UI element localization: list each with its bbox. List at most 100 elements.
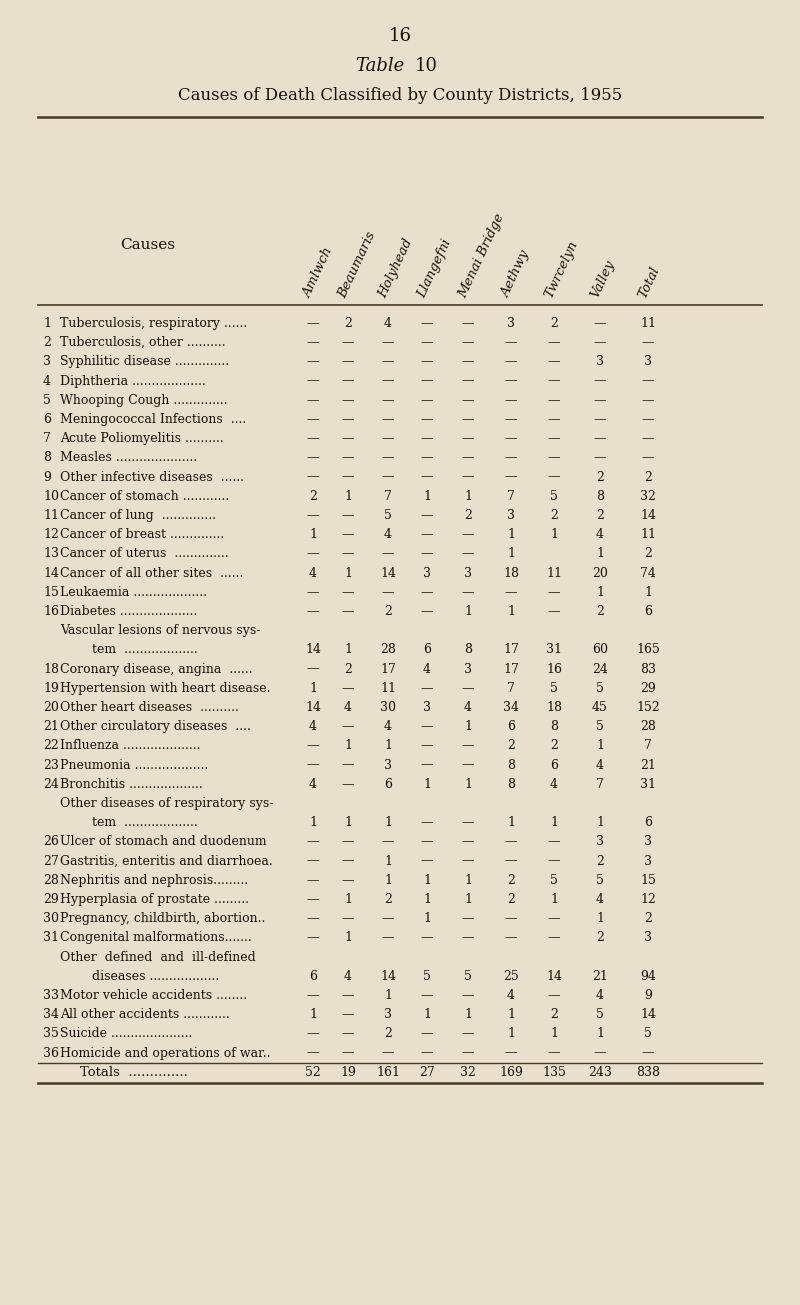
Text: —: — [505, 355, 518, 368]
Text: 19: 19 [43, 681, 59, 694]
Text: —: — [462, 394, 474, 407]
Text: Nephritis and nephrosis.........: Nephritis and nephrosis......... [60, 874, 248, 887]
Text: —: — [342, 337, 354, 350]
Text: 14: 14 [640, 509, 656, 522]
Text: 12: 12 [640, 893, 656, 906]
Text: Measles .....................: Measles ..................... [60, 452, 198, 465]
Text: 2: 2 [596, 471, 604, 484]
Text: —: — [306, 394, 319, 407]
Text: 1: 1 [464, 778, 472, 791]
Text: 45: 45 [592, 701, 608, 714]
Text: —: — [342, 681, 354, 694]
Text: —: — [306, 452, 319, 465]
Text: 161: 161 [376, 1066, 400, 1079]
Text: —: — [594, 432, 606, 445]
Text: 21: 21 [43, 720, 59, 733]
Text: —: — [462, 412, 474, 425]
Text: 5: 5 [550, 874, 558, 887]
Text: 31: 31 [43, 932, 59, 945]
Text: 1: 1 [384, 855, 392, 868]
Text: 135: 135 [542, 1066, 566, 1079]
Text: 16: 16 [389, 27, 411, 44]
Text: 1: 1 [344, 932, 352, 945]
Text: 18: 18 [546, 701, 562, 714]
Text: 3: 3 [464, 663, 472, 676]
Text: 1: 1 [596, 547, 604, 560]
Text: 14: 14 [380, 566, 396, 579]
Text: —: — [342, 432, 354, 445]
Text: —: — [342, 509, 354, 522]
Text: 4: 4 [550, 778, 558, 791]
Text: Aethwy: Aethwy [499, 249, 532, 300]
Text: 1: 1 [423, 912, 431, 925]
Text: 2: 2 [550, 740, 558, 753]
Text: —: — [548, 1047, 560, 1060]
Text: 24: 24 [43, 778, 59, 791]
Text: —: — [421, 547, 434, 560]
Text: Syphilitic disease ..............: Syphilitic disease .............. [60, 355, 229, 368]
Text: —: — [342, 394, 354, 407]
Text: 1: 1 [423, 1009, 431, 1022]
Text: Diphtheria ...................: Diphtheria ................... [60, 375, 206, 388]
Text: 14: 14 [380, 970, 396, 983]
Text: Causes: Causes [121, 238, 175, 252]
Text: —: — [548, 471, 560, 484]
Text: —: — [548, 452, 560, 465]
Text: 1: 1 [384, 740, 392, 753]
Text: 1: 1 [344, 643, 352, 656]
Text: 1: 1 [43, 317, 51, 330]
Text: 29: 29 [43, 893, 58, 906]
Text: 74: 74 [640, 566, 656, 579]
Text: —: — [548, 355, 560, 368]
Text: Influenza ....................: Influenza .................... [60, 740, 201, 753]
Text: 3: 3 [644, 932, 652, 945]
Text: 33: 33 [43, 989, 59, 1002]
Text: 3: 3 [423, 701, 431, 714]
Text: 8: 8 [464, 643, 472, 656]
Text: 1: 1 [596, 912, 604, 925]
Text: —: — [306, 412, 319, 425]
Text: Cancer of stomach ............: Cancer of stomach ............ [60, 489, 230, 502]
Text: —: — [548, 835, 560, 848]
Text: —: — [642, 394, 654, 407]
Text: —: — [342, 855, 354, 868]
Text: 2: 2 [644, 547, 652, 560]
Text: 1: 1 [507, 547, 515, 560]
Text: 17: 17 [503, 643, 519, 656]
Text: —: — [462, 932, 474, 945]
Text: —: — [462, 471, 474, 484]
Text: —: — [642, 412, 654, 425]
Text: 21: 21 [592, 970, 608, 983]
Text: Causes of Death Classified by County Districts, 1955: Causes of Death Classified by County Dis… [178, 87, 622, 104]
Text: 2: 2 [384, 893, 392, 906]
Text: 14: 14 [305, 701, 321, 714]
Text: —: — [462, 317, 474, 330]
Text: —: — [505, 471, 518, 484]
Text: —: — [462, 912, 474, 925]
Text: Twrcelyn: Twrcelyn [542, 239, 580, 300]
Text: Total: Total [636, 264, 662, 300]
Text: 3: 3 [384, 758, 392, 771]
Text: 1: 1 [309, 1009, 317, 1022]
Text: 4: 4 [43, 375, 51, 388]
Text: —: — [505, 912, 518, 925]
Text: Bronchitis ...................: Bronchitis ................... [60, 778, 202, 791]
Text: 1: 1 [344, 489, 352, 502]
Text: 4: 4 [507, 989, 515, 1002]
Text: 1: 1 [344, 566, 352, 579]
Text: 4: 4 [309, 566, 317, 579]
Text: 9: 9 [644, 989, 652, 1002]
Text: —: — [306, 758, 319, 771]
Text: —: — [342, 529, 354, 542]
Text: 5: 5 [384, 509, 392, 522]
Text: —: — [594, 452, 606, 465]
Text: 4: 4 [596, 893, 604, 906]
Text: —: — [382, 932, 394, 945]
Text: 4: 4 [344, 701, 352, 714]
Text: —: — [462, 758, 474, 771]
Text: 16: 16 [43, 606, 59, 619]
Text: —: — [421, 452, 434, 465]
Text: 18: 18 [43, 663, 59, 676]
Text: 1: 1 [344, 816, 352, 829]
Text: 2: 2 [384, 1027, 392, 1040]
